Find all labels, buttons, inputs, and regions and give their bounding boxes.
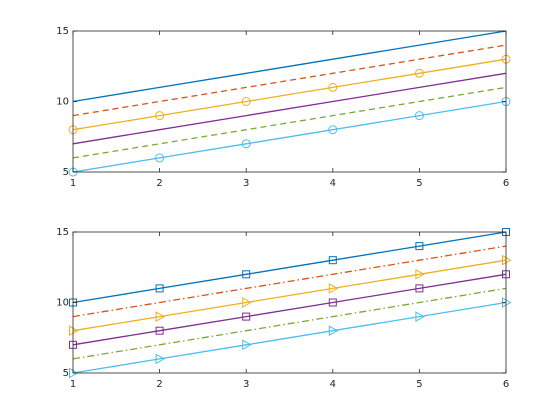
marker (155, 326, 164, 335)
series-line (72, 301, 507, 374)
series-line (72, 44, 507, 117)
marker (155, 311, 166, 322)
series-line (72, 100, 507, 173)
series-line (72, 86, 507, 159)
marker (155, 353, 166, 365)
axes-background (73, 31, 506, 172)
marker (155, 153, 165, 163)
y-tick-label: 15 (56, 26, 69, 37)
marker (415, 284, 424, 293)
x-tick-label: 3 (243, 178, 249, 189)
axes-background (73, 232, 506, 373)
series-line (72, 259, 507, 332)
marker (328, 82, 338, 92)
x-tick-label: 5 (416, 178, 422, 189)
series-line (72, 273, 507, 346)
marker (242, 339, 252, 351)
series-line (72, 30, 507, 103)
series-line (72, 58, 507, 131)
y-tick-label: 10 (56, 97, 69, 108)
marker (241, 97, 251, 106)
marker (415, 268, 425, 280)
x-tick-label: 3 (243, 379, 249, 390)
marker (414, 111, 424, 121)
marker (242, 297, 252, 308)
marker (155, 111, 165, 121)
marker (242, 270, 251, 279)
series-line (72, 72, 507, 145)
y-tick-label: 10 (56, 298, 69, 309)
marker (155, 284, 164, 293)
marker (241, 139, 251, 149)
y-tick-label: 15 (56, 227, 69, 238)
x-tick-label: 2 (156, 379, 162, 390)
x-tick-label: 2 (156, 178, 162, 189)
marker (414, 68, 424, 78)
marker (328, 256, 337, 265)
x-tick-label: 6 (503, 379, 509, 390)
marker (328, 298, 337, 307)
marker (502, 254, 512, 266)
series-line (72, 245, 507, 318)
series-line (72, 287, 507, 360)
marker (415, 311, 425, 322)
marker (69, 367, 79, 379)
marker (328, 283, 339, 294)
x-tick-label: 5 (416, 379, 422, 390)
marker (69, 325, 79, 337)
x-tick-label: 6 (503, 178, 509, 189)
marker (328, 125, 338, 135)
x-tick-label: 4 (330, 178, 336, 189)
y-tick-label: 5 (63, 167, 69, 178)
series-line (72, 231, 507, 304)
marker (415, 242, 424, 251)
y-tick-label: 5 (63, 368, 69, 379)
marker (242, 312, 251, 321)
marker (328, 325, 339, 337)
x-tick-label: 1 (70, 379, 76, 390)
x-tick-label: 1 (70, 178, 76, 189)
x-tick-label: 4 (330, 379, 336, 390)
